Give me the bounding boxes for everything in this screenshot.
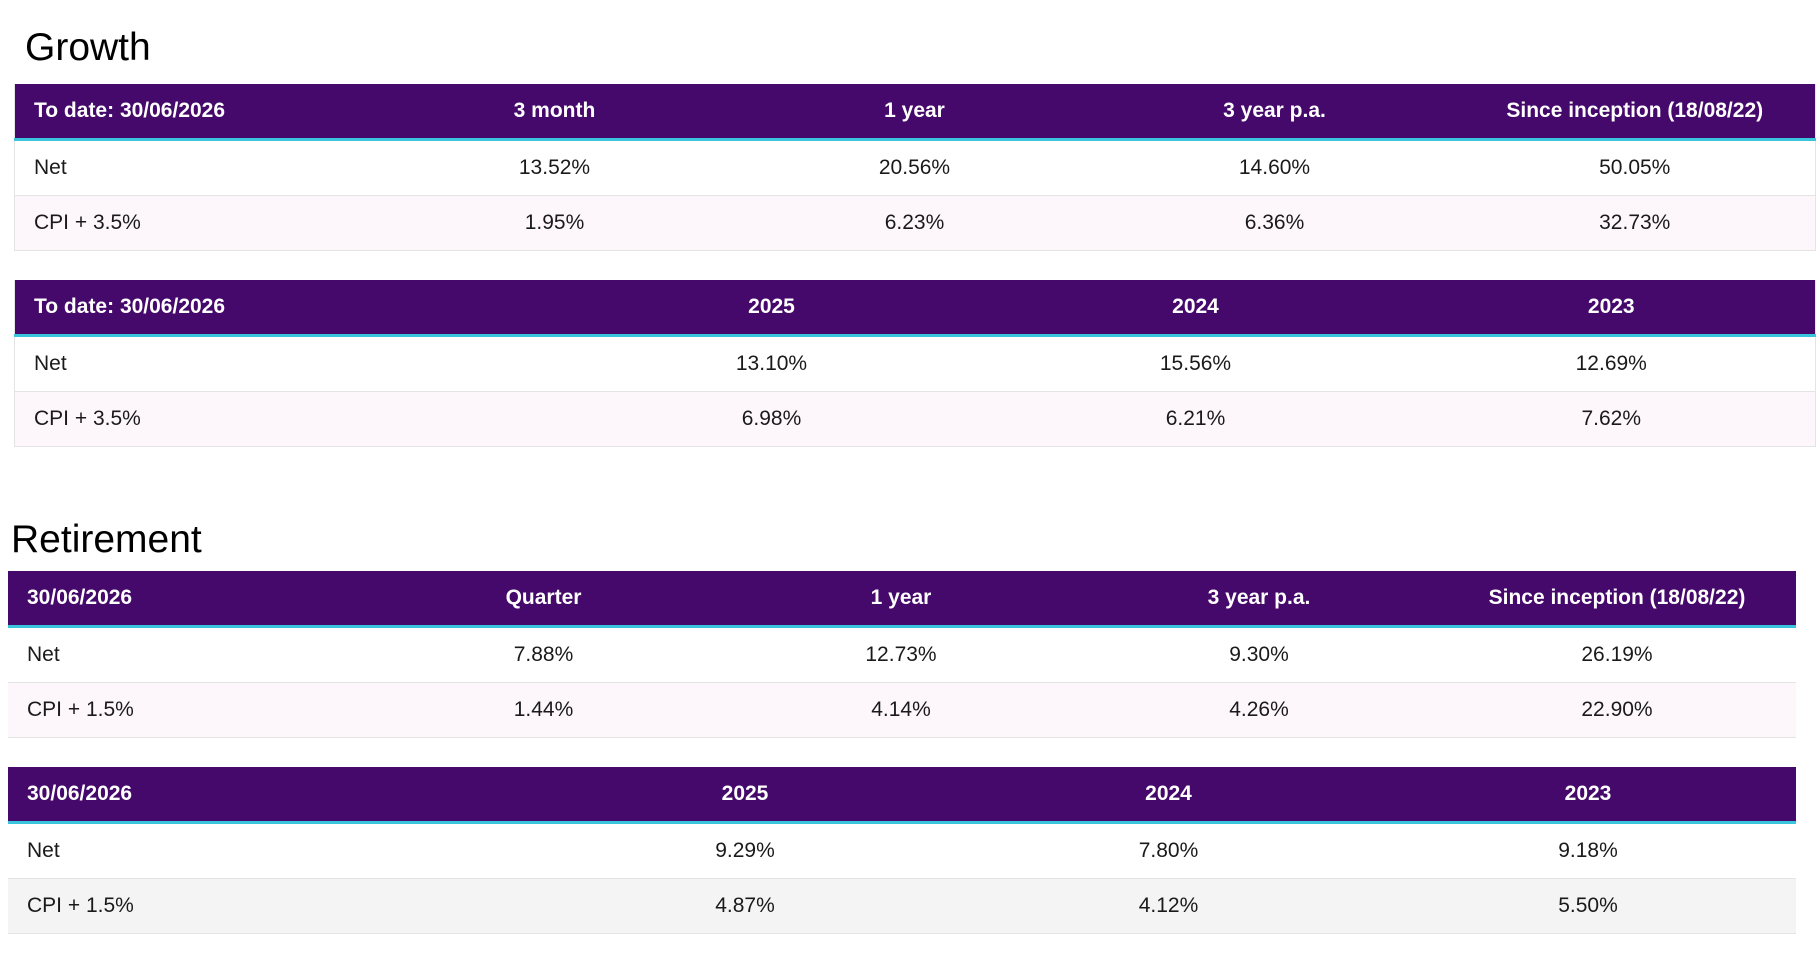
table-cell: 4.12% (957, 878, 1380, 934)
table-header-row: 30/06/2026 2025 2024 2023 (8, 767, 1796, 824)
row-label: Net (14, 335, 560, 392)
growth-periods-table: To date: 30/06/2026 3 month 1 year 3 yea… (14, 84, 1816, 251)
table-cell: 22.90% (1438, 682, 1796, 738)
table-cell: 50.05% (1454, 139, 1816, 196)
column-header: 2025 (559, 280, 984, 337)
table-row: Net 9.29% 7.80% 9.18% (8, 822, 1796, 879)
row-label: Net (8, 822, 533, 879)
column-header: Quarter (365, 571, 722, 628)
table-cell: 7.88% (365, 626, 722, 683)
column-header: Since inception (18/08/22) (1438, 571, 1796, 628)
column-header: To date: 30/06/2026 (14, 84, 375, 141)
table-row: Net 13.52% 20.56% 14.60% 50.05% (14, 139, 1816, 196)
growth-years-table: To date: 30/06/2026 2025 2024 2023 Net 1… (14, 280, 1816, 447)
row-label: CPI + 1.5% (8, 682, 365, 738)
table-cell: 12.69% (1407, 335, 1816, 392)
column-header: 3 month (374, 84, 735, 141)
column-header: 3 year p.a. (1080, 571, 1438, 628)
table-row: CPI + 1.5% 1.44% 4.14% 4.26% 22.90% (8, 682, 1796, 738)
table-cell: 5.50% (1380, 878, 1796, 934)
table-cell: 6.98% (559, 391, 984, 447)
table-header-row: To date: 30/06/2026 3 month 1 year 3 yea… (14, 84, 1816, 141)
column-header: Since inception (18/08/22) (1454, 84, 1816, 141)
table-cell: 13.52% (374, 139, 735, 196)
retirement-periods-table: 30/06/2026 Quarter 1 year 3 year p.a. Si… (8, 571, 1796, 738)
column-header: To date: 30/06/2026 (14, 280, 560, 337)
table-row: Net 13.10% 15.56% 12.69% (14, 335, 1816, 392)
table-cell: 7.80% (957, 822, 1380, 879)
growth-section-title: Growth (25, 26, 151, 69)
retirement-section-title: Retirement (11, 518, 202, 561)
table-cell: 12.73% (722, 626, 1080, 683)
table-cell: 32.73% (1454, 195, 1816, 251)
table-cell: 13.10% (559, 335, 984, 392)
column-header: 30/06/2026 (8, 767, 533, 824)
table-cell: 7.62% (1407, 391, 1816, 447)
table-cell: 4.26% (1080, 682, 1438, 738)
table-cell: 1.44% (365, 682, 722, 738)
table-row: Net 7.88% 12.73% 9.30% 26.19% (8, 626, 1796, 683)
table-row: CPI + 3.5% 6.98% 6.21% 7.62% (14, 391, 1816, 447)
table-cell: 9.18% (1380, 822, 1796, 879)
column-header: 2023 (1407, 280, 1816, 337)
table-cell: 14.60% (1094, 139, 1455, 196)
table-row: CPI + 3.5% 1.95% 6.23% 6.36% 32.73% (14, 195, 1816, 251)
column-header: 1 year (734, 84, 1095, 141)
column-header: 30/06/2026 (8, 571, 365, 628)
table-cell: 4.87% (533, 878, 957, 934)
table-cell: 6.36% (1094, 195, 1455, 251)
table-cell: 6.21% (983, 391, 1408, 447)
column-header: 2024 (983, 280, 1408, 337)
column-header: 2024 (957, 767, 1380, 824)
table-cell: 26.19% (1438, 626, 1796, 683)
column-header: 2023 (1380, 767, 1796, 824)
column-header: 2025 (533, 767, 957, 824)
column-header: 3 year p.a. (1094, 84, 1455, 141)
table-header-row: 30/06/2026 Quarter 1 year 3 year p.a. Si… (8, 571, 1796, 628)
row-label: Net (14, 139, 375, 196)
retirement-years-table: 30/06/2026 2025 2024 2023 Net 9.29% 7.80… (8, 767, 1796, 934)
row-label: CPI + 3.5% (14, 195, 375, 251)
table-cell: 1.95% (374, 195, 735, 251)
table-cell: 4.14% (722, 682, 1080, 738)
table-row: CPI + 1.5% 4.87% 4.12% 5.50% (8, 878, 1796, 934)
row-label: CPI + 3.5% (14, 391, 560, 447)
table-cell: 20.56% (734, 139, 1095, 196)
row-label: CPI + 1.5% (8, 878, 533, 934)
column-header: 1 year (722, 571, 1080, 628)
table-cell: 9.29% (533, 822, 957, 879)
row-label: Net (8, 626, 365, 683)
table-cell: 9.30% (1080, 626, 1438, 683)
table-header-row: To date: 30/06/2026 2025 2024 2023 (14, 280, 1816, 337)
table-cell: 15.56% (983, 335, 1408, 392)
table-cell: 6.23% (734, 195, 1095, 251)
